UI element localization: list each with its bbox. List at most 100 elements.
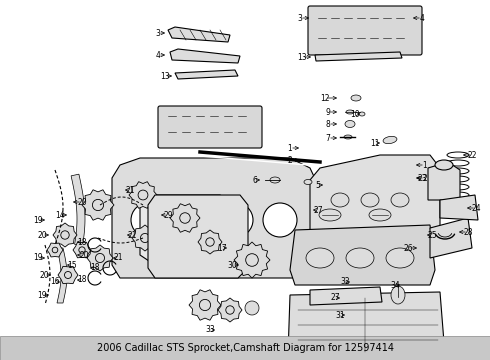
Ellipse shape bbox=[219, 203, 253, 237]
Ellipse shape bbox=[345, 121, 355, 127]
Polygon shape bbox=[129, 182, 157, 208]
Polygon shape bbox=[112, 158, 318, 278]
Ellipse shape bbox=[361, 193, 379, 207]
Text: 8: 8 bbox=[326, 120, 330, 129]
Ellipse shape bbox=[331, 193, 349, 207]
Ellipse shape bbox=[270, 177, 280, 183]
Ellipse shape bbox=[304, 180, 312, 185]
Text: 19: 19 bbox=[33, 253, 43, 262]
Text: 12: 12 bbox=[320, 94, 330, 103]
Polygon shape bbox=[57, 248, 67, 303]
Ellipse shape bbox=[346, 110, 354, 114]
Text: 21: 21 bbox=[113, 253, 123, 262]
Polygon shape bbox=[428, 162, 460, 200]
Polygon shape bbox=[234, 242, 270, 278]
Polygon shape bbox=[170, 204, 200, 232]
Ellipse shape bbox=[391, 193, 409, 207]
Polygon shape bbox=[440, 195, 478, 220]
Text: 2: 2 bbox=[423, 174, 427, 183]
Ellipse shape bbox=[346, 248, 374, 268]
Text: 25: 25 bbox=[427, 230, 437, 239]
Polygon shape bbox=[53, 223, 77, 247]
Text: 29: 29 bbox=[163, 211, 173, 220]
Text: 19: 19 bbox=[37, 291, 47, 300]
Text: 7: 7 bbox=[325, 134, 330, 143]
Polygon shape bbox=[218, 298, 242, 322]
Text: 23: 23 bbox=[417, 174, 427, 183]
Polygon shape bbox=[288, 292, 445, 355]
Text: 19: 19 bbox=[33, 216, 43, 225]
Text: 27: 27 bbox=[330, 293, 340, 302]
Text: 31: 31 bbox=[335, 310, 345, 320]
Text: 2: 2 bbox=[288, 156, 293, 165]
Text: 34: 34 bbox=[390, 280, 400, 289]
Polygon shape bbox=[47, 243, 63, 257]
Text: 15: 15 bbox=[67, 261, 77, 270]
Text: 9: 9 bbox=[325, 108, 330, 117]
Text: 26: 26 bbox=[403, 243, 413, 252]
Text: 10: 10 bbox=[350, 109, 360, 118]
Polygon shape bbox=[430, 218, 472, 258]
Ellipse shape bbox=[131, 203, 165, 237]
Text: 11: 11 bbox=[370, 139, 380, 148]
Text: 24: 24 bbox=[471, 203, 481, 212]
Text: 20: 20 bbox=[77, 198, 87, 207]
Ellipse shape bbox=[319, 209, 341, 221]
Ellipse shape bbox=[386, 248, 414, 268]
Ellipse shape bbox=[245, 301, 259, 315]
Text: 20: 20 bbox=[79, 251, 89, 260]
Text: 27: 27 bbox=[313, 206, 323, 215]
Ellipse shape bbox=[175, 203, 209, 237]
Polygon shape bbox=[168, 27, 230, 42]
Polygon shape bbox=[170, 49, 240, 63]
Text: 3: 3 bbox=[155, 28, 160, 37]
Ellipse shape bbox=[359, 112, 365, 116]
Polygon shape bbox=[290, 225, 435, 285]
Polygon shape bbox=[58, 266, 78, 284]
FancyBboxPatch shape bbox=[308, 6, 422, 55]
Polygon shape bbox=[148, 195, 248, 278]
Text: 13: 13 bbox=[160, 72, 170, 81]
Ellipse shape bbox=[435, 160, 453, 170]
Polygon shape bbox=[87, 245, 113, 271]
Text: 4: 4 bbox=[419, 14, 424, 23]
Bar bbox=[0, 336, 490, 360]
Polygon shape bbox=[175, 70, 238, 79]
Text: 13: 13 bbox=[297, 53, 307, 62]
Ellipse shape bbox=[391, 286, 405, 304]
Ellipse shape bbox=[263, 203, 297, 237]
Polygon shape bbox=[310, 287, 382, 305]
Text: 5: 5 bbox=[316, 180, 320, 189]
Polygon shape bbox=[140, 195, 240, 265]
Text: 33: 33 bbox=[205, 325, 215, 334]
Text: 16: 16 bbox=[50, 278, 60, 287]
Text: 18: 18 bbox=[77, 238, 87, 247]
Polygon shape bbox=[310, 155, 440, 258]
Text: 14: 14 bbox=[55, 211, 65, 220]
Text: 1: 1 bbox=[288, 144, 293, 153]
Text: 21: 21 bbox=[125, 185, 135, 194]
FancyBboxPatch shape bbox=[158, 106, 262, 148]
Text: 28: 28 bbox=[463, 228, 473, 237]
Text: 22: 22 bbox=[467, 150, 477, 159]
Polygon shape bbox=[198, 230, 222, 254]
Text: 1: 1 bbox=[423, 161, 427, 170]
Text: 6: 6 bbox=[252, 176, 257, 185]
Polygon shape bbox=[132, 225, 158, 251]
Text: 17: 17 bbox=[217, 243, 227, 252]
Ellipse shape bbox=[344, 135, 352, 139]
Ellipse shape bbox=[306, 248, 334, 268]
Text: 18: 18 bbox=[90, 264, 100, 273]
Polygon shape bbox=[73, 242, 91, 258]
Ellipse shape bbox=[351, 95, 361, 101]
Text: 20: 20 bbox=[39, 270, 49, 279]
Text: 32: 32 bbox=[340, 278, 350, 287]
Text: 3: 3 bbox=[297, 14, 302, 23]
Text: 20: 20 bbox=[37, 230, 47, 239]
Ellipse shape bbox=[369, 209, 391, 221]
Polygon shape bbox=[315, 52, 402, 61]
Text: 2006 Cadillac STS Sprocket,Camshaft Diagram for 12597414: 2006 Cadillac STS Sprocket,Camshaft Diag… bbox=[97, 343, 393, 353]
Polygon shape bbox=[82, 190, 114, 220]
Polygon shape bbox=[71, 174, 85, 246]
Text: 4: 4 bbox=[155, 50, 160, 59]
